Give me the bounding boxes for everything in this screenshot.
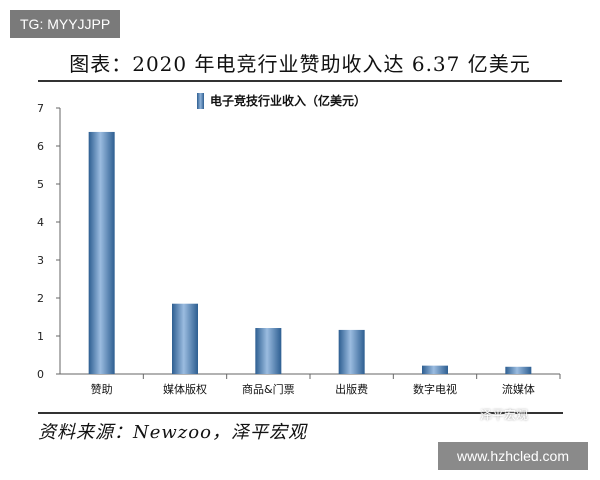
bar (88, 131, 115, 374)
y-tick-label: 1 (37, 330, 44, 343)
y-tick-label: 3 (37, 254, 44, 267)
source-note: 资料来源：Newzoo，泽平宏观 (38, 412, 563, 444)
title-divider (38, 80, 562, 82)
x-tick-label: 商品&门票 (242, 382, 295, 396)
chart-title: 图表：2020 年电竞行业赞助收入达 6.37 亿美元 (69, 52, 531, 76)
y-tick-label: 2 (37, 292, 44, 305)
x-tick-label: 赞助 (91, 382, 113, 396)
y-tick-label: 5 (37, 178, 44, 191)
tag-label: TG: MYYJJPP (10, 10, 121, 38)
bar (172, 303, 198, 374)
bar (422, 365, 448, 374)
legend-label: 电子竞技行业收入（亿美元） (210, 94, 367, 108)
source-text: 资料来源：Newzoo，泽平宏观 (38, 422, 307, 443)
y-tick-label: 7 (37, 102, 44, 115)
legend: 电子竞技行业收入（亿美元） (197, 92, 366, 109)
watermark: 泽平宏观 (480, 408, 529, 422)
x-tick-label: 数字电视 (413, 382, 457, 396)
legend-swatch (197, 92, 204, 109)
y-tick-label: 0 (37, 368, 44, 381)
y-tick-label: 4 (37, 216, 44, 229)
bar (255, 328, 282, 374)
bar (505, 366, 532, 374)
bar (338, 329, 365, 374)
x-tick-label: 媒体版权 (163, 382, 207, 396)
x-tick-label: 出版费 (335, 382, 368, 396)
bar-chart: 0 1 2 3 4 5 6 7 赞助 媒体版权 商品&门票 出版费 数字电视 流媒体 (37, 102, 561, 396)
y-tick-label: 6 (37, 140, 44, 153)
x-tick-label: 流媒体 (502, 382, 535, 396)
url-badge: www.hzhcled.com (438, 442, 588, 470)
